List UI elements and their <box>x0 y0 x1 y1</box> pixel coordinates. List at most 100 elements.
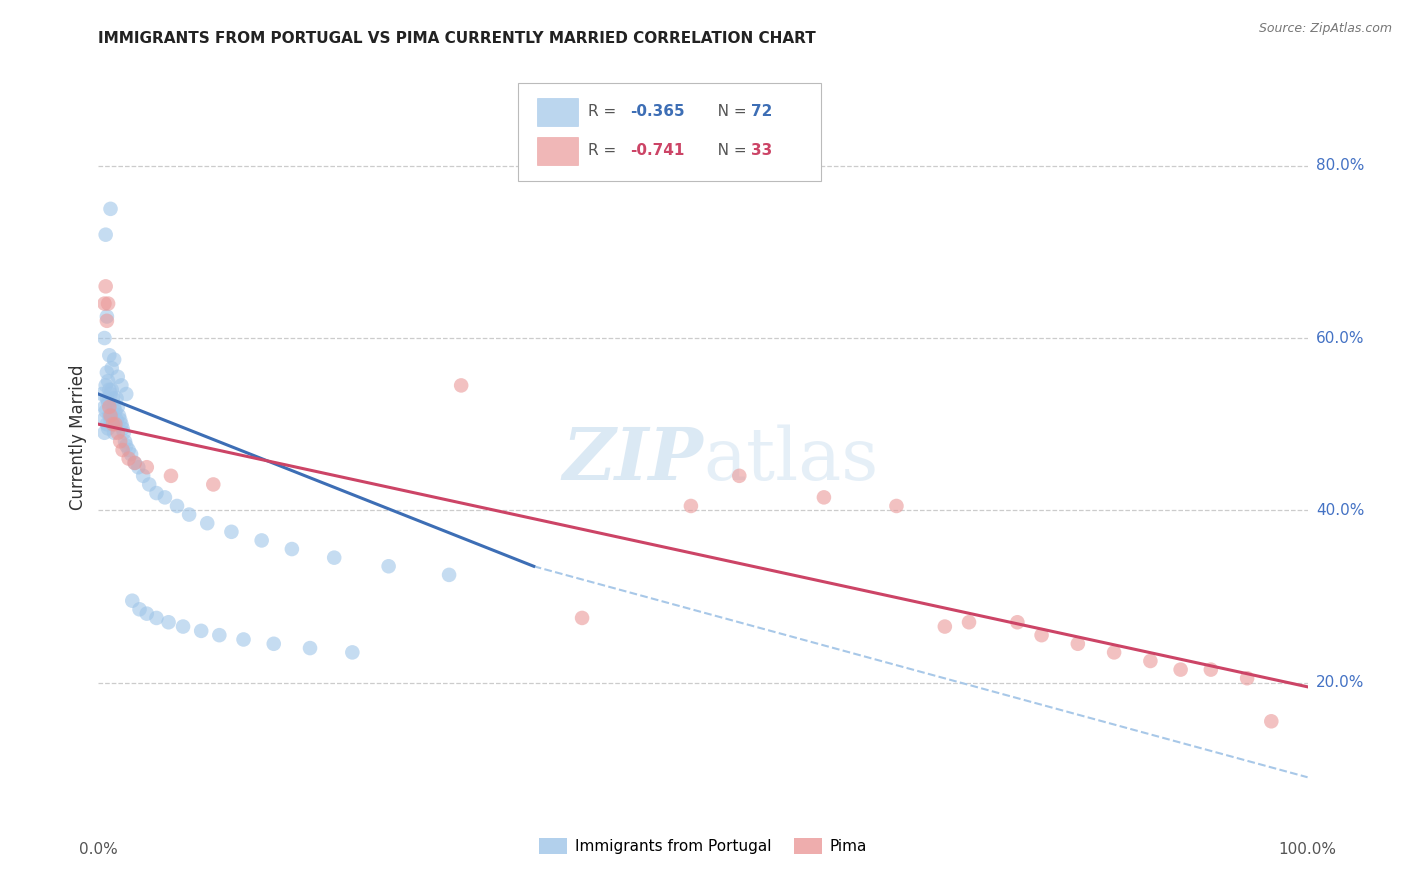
Point <box>127 460 149 475</box>
Point <box>934 619 956 633</box>
Text: 20.0%: 20.0% <box>1316 675 1364 690</box>
Text: 80.0%: 80.0% <box>1316 158 1364 173</box>
FancyBboxPatch shape <box>517 83 821 181</box>
Point <box>100 202 122 216</box>
Text: N =: N = <box>703 103 751 119</box>
Point <box>108 434 131 449</box>
Point <box>91 413 114 427</box>
FancyBboxPatch shape <box>537 136 578 165</box>
Point <box>1236 671 1258 685</box>
Point <box>121 593 143 607</box>
Point <box>94 404 117 418</box>
Text: R =: R = <box>588 143 621 158</box>
Text: 60.0%: 60.0% <box>1316 331 1364 345</box>
Text: R =: R = <box>588 103 621 119</box>
Point <box>96 314 118 328</box>
Text: 72: 72 <box>751 103 773 119</box>
Point <box>110 378 132 392</box>
Point <box>250 533 273 548</box>
Point <box>108 409 131 423</box>
Point <box>98 409 121 423</box>
Point <box>100 361 122 376</box>
Point <box>97 395 120 409</box>
FancyBboxPatch shape <box>537 97 578 126</box>
Point <box>957 615 980 630</box>
Point <box>103 400 125 414</box>
Point <box>100 409 122 423</box>
Point <box>160 468 183 483</box>
Point <box>1139 654 1161 668</box>
Point <box>437 567 460 582</box>
Point <box>120 447 142 461</box>
Point <box>195 516 218 531</box>
Point <box>93 425 115 440</box>
Point <box>101 392 124 406</box>
Point <box>110 417 132 432</box>
Point <box>94 227 117 242</box>
Point <box>101 417 124 432</box>
Point <box>105 392 128 406</box>
Point <box>886 499 908 513</box>
Point <box>1031 628 1053 642</box>
Legend: Immigrants from Portugal, Pima: Immigrants from Portugal, Pima <box>533 831 873 860</box>
Point <box>299 641 322 656</box>
Point <box>100 383 122 397</box>
Point <box>97 296 120 310</box>
Point <box>93 331 115 345</box>
Point <box>232 632 254 647</box>
Point <box>107 425 129 440</box>
Point <box>263 637 285 651</box>
Point <box>115 439 138 453</box>
Point <box>111 421 134 435</box>
Point <box>208 628 231 642</box>
Text: ZIP: ZIP <box>562 424 703 495</box>
Point <box>1067 637 1090 651</box>
Point <box>107 400 129 414</box>
Point <box>97 421 120 435</box>
Point <box>96 417 118 432</box>
Point <box>103 352 125 367</box>
Point <box>145 486 167 500</box>
Point <box>96 392 118 406</box>
Point <box>100 413 122 427</box>
Point <box>97 374 120 388</box>
Point <box>111 442 134 457</box>
Text: -0.741: -0.741 <box>630 143 685 158</box>
Point <box>179 508 201 522</box>
Point <box>118 442 141 457</box>
Point <box>157 615 180 630</box>
Point <box>813 491 835 505</box>
Point <box>166 499 188 513</box>
Point <box>93 296 115 310</box>
Point <box>135 607 157 621</box>
Point <box>100 387 122 401</box>
Point <box>114 434 136 449</box>
Text: 0.0%: 0.0% <box>79 842 118 857</box>
Point <box>96 366 118 380</box>
Point <box>94 279 117 293</box>
Point <box>94 378 117 392</box>
Point <box>124 456 146 470</box>
Point <box>118 451 141 466</box>
Point <box>450 378 472 392</box>
Point <box>128 602 150 616</box>
Point <box>571 611 593 625</box>
Point <box>103 425 125 440</box>
Point <box>323 550 346 565</box>
Text: 40.0%: 40.0% <box>1316 503 1364 517</box>
Point <box>153 491 176 505</box>
Point <box>377 559 399 574</box>
Point <box>202 477 225 491</box>
Point <box>342 645 364 659</box>
Point <box>91 387 114 401</box>
Point <box>101 417 124 432</box>
Point <box>172 619 194 633</box>
Text: atlas: atlas <box>703 425 879 495</box>
Point <box>98 383 121 397</box>
Point <box>138 477 160 491</box>
Point <box>1170 663 1192 677</box>
Point <box>105 413 128 427</box>
Text: -0.365: -0.365 <box>630 103 685 119</box>
Point <box>135 460 157 475</box>
Text: IMMIGRANTS FROM PORTUGAL VS PIMA CURRENTLY MARRIED CORRELATION CHART: IMMIGRANTS FROM PORTUGAL VS PIMA CURRENT… <box>98 31 815 46</box>
